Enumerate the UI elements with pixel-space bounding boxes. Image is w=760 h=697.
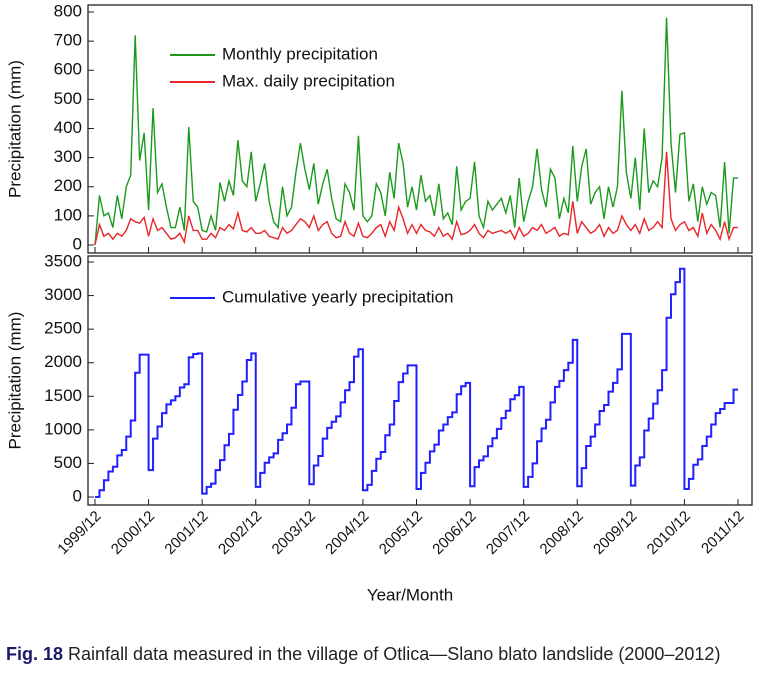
y-tick-label: 500 — [54, 453, 82, 472]
y-tick-label: 0 — [73, 234, 82, 253]
x-tick-label: 1999/12 — [54, 508, 104, 558]
y-tick-label: 100 — [54, 205, 82, 224]
x-tick-label: 2008/12 — [537, 508, 587, 558]
x-tick-label: 2011/12 — [698, 508, 748, 558]
caption-text: Rainfall data measured in the village of… — [68, 644, 721, 664]
x-tick-label: 2005/12 — [376, 508, 426, 558]
y-tick-label: 400 — [54, 118, 82, 137]
data-line — [95, 267, 738, 498]
y-tick-label: 1500 — [44, 386, 82, 405]
x-tick-label: 2003/12 — [269, 508, 319, 558]
caption-label: Fig. 18 — [6, 644, 64, 664]
x-tick-label: 2006/12 — [429, 508, 479, 558]
legend-label: Monthly precipitation — [222, 44, 378, 63]
y-tick-label: 0 — [73, 486, 82, 505]
legend-label: Max. daily precipitation — [222, 71, 395, 90]
data-line — [94, 151, 738, 246]
legend-label: Cumulative yearly precipitation — [222, 287, 454, 306]
x-tick-label: 2004/12 — [322, 508, 372, 558]
y-tick-label: 600 — [54, 60, 82, 79]
x-tick-label: 2000/12 — [108, 508, 158, 558]
y-tick-label: 200 — [54, 176, 82, 195]
y-tick-label: 2500 — [44, 319, 82, 338]
caption: Fig. 18 Rainfall data measured in the vi… — [6, 640, 750, 669]
y-tick-label: 300 — [54, 147, 82, 166]
y-tick-label: 3500 — [44, 251, 82, 270]
y-axis-label: Precipitation (mm) — [5, 60, 24, 198]
x-tick-label: 2002/12 — [215, 508, 265, 558]
x-axis-label: Year/Month — [367, 585, 453, 604]
y-tick-label: 800 — [54, 1, 82, 20]
y-tick-label: 2000 — [44, 352, 82, 371]
x-tick-label: 2010/12 — [644, 508, 694, 558]
y-tick-label: 1000 — [44, 419, 82, 438]
x-tick-label: 2009/12 — [590, 508, 640, 558]
y-axis-label: Precipitation (mm) — [5, 312, 24, 450]
chart: Year/Month 0 100 200 300 400 500 600 700 800 Prec… — [5, 1, 753, 604]
plot-frame — [87, 255, 753, 506]
plot-frame — [87, 4, 753, 254]
x-tick-label: 2007/12 — [483, 508, 533, 558]
data-line — [94, 17, 738, 246]
y-tick-label: 500 — [54, 89, 82, 108]
y-tick-label: 3000 — [44, 285, 82, 304]
y-tick-label: 700 — [54, 31, 82, 50]
x-tick-label: 2001/12 — [161, 508, 211, 558]
